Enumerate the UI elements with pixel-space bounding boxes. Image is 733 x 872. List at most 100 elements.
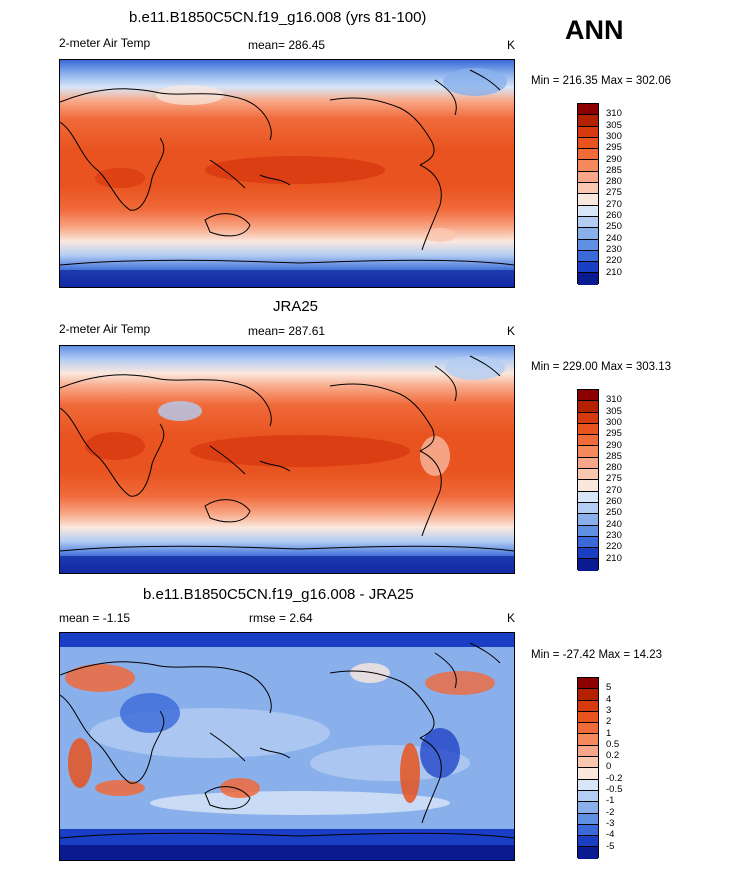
- panel1-colorbar-tick-label: 295: [606, 142, 622, 154]
- panel2-colorbar-swatch: [578, 536, 598, 549]
- panel1-minmax: Min = 216.35 Max = 302.06: [531, 75, 672, 87]
- panel3-mean-label: mean = -1.15: [59, 611, 131, 625]
- panel1-colorbar-swatch: [578, 115, 598, 127]
- panel2-colorbar-tick-label: 260: [606, 496, 622, 507]
- panel2-colorbar-swatch: [578, 423, 598, 436]
- panel2-title: JRA25: [273, 298, 319, 315]
- panel2-colorbar-tick-label: 285: [606, 450, 622, 462]
- panel2-colorbar-tick-label: 240: [606, 518, 622, 530]
- panel3-map: [59, 632, 515, 861]
- panel2-colorbar-swatch: [578, 435, 598, 447]
- panel3-colorbar-swatch: [578, 745, 598, 758]
- panel3-colorbar-tick-label: 0: [606, 761, 612, 773]
- panel2-minmax: Min = 229.00 Max = 303.13: [531, 361, 672, 373]
- panel1-variable-label: 2-meter Air Temp: [59, 36, 151, 50]
- panel1-colorbar-swatch: [578, 126, 598, 138]
- panel2-map: [59, 345, 515, 574]
- panel3-colorbar-tick-label: 2: [606, 716, 612, 728]
- panel3-colorbar-swatch: [578, 711, 598, 724]
- panel2-colorbar-tick-label: 270: [606, 484, 622, 496]
- panel2-colorbar-tick-label: 210: [606, 552, 622, 564]
- panel1-colorbar-tick-label: 305: [606, 119, 622, 131]
- panel3-colorbar-swatch: [578, 678, 598, 690]
- panel3-colorbar-swatch: [578, 723, 598, 735]
- panel2-map-svg: [60, 346, 514, 573]
- panel2-colorbar-tick-label: 300: [606, 416, 622, 428]
- panel3-colorbar-tick-label: 3: [606, 704, 612, 716]
- panel3-colorbar-swatch: [578, 813, 598, 825]
- panel1-colorbar-tick-label: 280: [606, 176, 622, 188]
- panel2-colorbar-swatch: [578, 390, 598, 402]
- panel3-colorbar-swatch: [578, 779, 598, 791]
- panel2-colorbar-swatch: [578, 559, 598, 571]
- panel2-colorbar-tick-label: 290: [606, 439, 622, 451]
- panel3-colorbar-tick-label: -5: [606, 840, 615, 852]
- panel2-colorbar-tick-label: 220: [606, 541, 622, 553]
- panel2-colorbar-tick-label: 275: [606, 473, 622, 485]
- panel3-rmse-label: rmse = 2.64: [249, 611, 313, 625]
- panel3-colorbar-swatch: [578, 689, 598, 701]
- panel2-colorbar-swatch: [578, 401, 598, 413]
- panel2-colorbar-swatch: [578, 548, 598, 560]
- panel1-colorbar-tick-label: 300: [606, 130, 622, 142]
- panel2-colorbar-swatch: [578, 457, 598, 470]
- panel1-colorbar-swatch: [578, 137, 598, 150]
- panel3-colorbar-swatch: [578, 757, 598, 769]
- panel2-colorbar-swatches: [577, 389, 599, 571]
- panel3-units-label: K: [507, 611, 516, 625]
- panel3-colorbar-tick-label: -3: [606, 817, 615, 829]
- panel1-colorbar-swatch: [578, 205, 598, 217]
- panel3-colorbar-tick-label: -4: [606, 829, 615, 841]
- panel2-colorbar-swatch: [578, 480, 598, 492]
- panel3-colorbar-swatch: [578, 847, 598, 859]
- panel1-colorbar-tick-label: 290: [606, 153, 622, 165]
- panel3-minmax: Min = -27.42 Max = 14.23: [531, 649, 663, 661]
- season-label: ANN: [565, 15, 624, 45]
- panel2-colorbar-swatch: [578, 502, 598, 515]
- panel2-colorbar-tick-label: 230: [606, 529, 622, 541]
- panel1-colorbar-tick-label: 220: [606, 255, 622, 267]
- panel3-colorbar-tick-label: -1: [606, 795, 615, 807]
- panel2-units-label: K: [507, 324, 516, 338]
- panel3-colorbar-swatch: [578, 768, 598, 780]
- panel1-map: [59, 59, 515, 288]
- panel3-colorbar-swatch: [578, 802, 598, 814]
- panel1-map-svg: [60, 60, 514, 287]
- panel3-colorbar-tick-label: -2: [606, 806, 615, 818]
- panel2-colorbar-tick-label: 250: [606, 507, 622, 519]
- panel1-colorbar-tick-label: 230: [606, 243, 622, 255]
- panel2-colorbar-swatch: [578, 446, 598, 458]
- panel1-colorbar-swatch: [578, 239, 598, 251]
- panel1-colorbar-swatch: [578, 262, 598, 274]
- panel3-colorbar-tick-label: 0.2: [606, 750, 620, 762]
- panel1-colorbar-tick-label: 285: [606, 164, 622, 176]
- panel1-colorbar-tick-label: 260: [606, 210, 622, 221]
- panel3-colorbar-tick-label: 5: [606, 682, 612, 694]
- panel3-colorbar-tick-label: 1: [606, 727, 612, 739]
- panel2-colorbar-tick-label: 295: [606, 428, 622, 440]
- panel1-colorbar-swatch: [578, 216, 598, 229]
- panel3-title: b.e11.B1850C5CN.f19_g16.008 - JRA25: [143, 586, 414, 603]
- panel3-colorbar-swatch: [578, 734, 598, 746]
- panel2-colorbar-swatch: [578, 491, 598, 503]
- panel1-colorbar-tick-label: 240: [606, 232, 622, 244]
- panel3-colorbar-swatch: [578, 824, 598, 837]
- panel1-colorbar-swatch: [578, 250, 598, 263]
- panel1-colorbar-tick-label: 275: [606, 187, 622, 199]
- panel3-colorbar-tick-label: 4: [606, 693, 612, 705]
- panel1-colorbar-swatch: [578, 149, 598, 161]
- panel2-colorbar-swatch: [578, 514, 598, 526]
- panel3-colorbar-swatch: [578, 836, 598, 848]
- panel1-colorbar-swatch: [578, 273, 598, 285]
- panel2-colorbar-swatch: [578, 525, 598, 537]
- panel1-colorbar-swatches: [577, 103, 599, 285]
- panel3-colorbar-tick-label: -0.5: [606, 784, 623, 795]
- panel1-colorbar-swatch: [578, 171, 598, 184]
- panel1-colorbar-tick-label: 250: [606, 221, 622, 233]
- panel1-units-label: K: [507, 38, 516, 52]
- panel2-colorbar-tick-label: 280: [606, 462, 622, 474]
- panel2-variable-label: 2-meter Air Temp: [59, 322, 151, 336]
- panel1-colorbar-tick-label: 310: [606, 108, 622, 120]
- panel2-colorbar-tick-label: 305: [606, 405, 622, 417]
- panel1-colorbar-swatch: [578, 194, 598, 206]
